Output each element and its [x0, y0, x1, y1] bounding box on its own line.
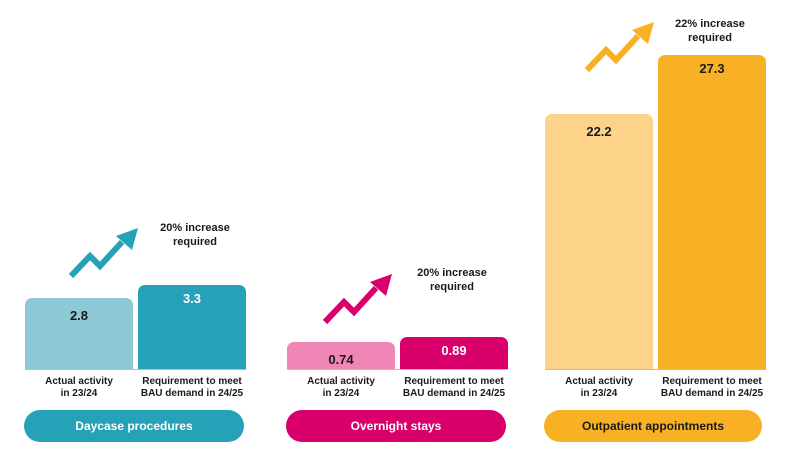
increase-annotation: 20% increase required — [417, 267, 487, 293]
bar-actual — [287, 341, 395, 369]
trend-up-arrow-icon — [584, 22, 654, 73]
bar-requirement — [658, 55, 766, 369]
baseline — [545, 369, 766, 370]
bar-requirement — [400, 336, 508, 369]
baseline — [287, 369, 508, 370]
category-label: Actual activity in 23/24 — [307, 376, 375, 399]
category-pill: Daycase procedures — [24, 410, 244, 442]
bar-requirement — [138, 285, 246, 369]
category-label: Actual activity in 23/24 — [45, 376, 113, 399]
category-label: Requirement to meet BAU demand in 24/25 — [402, 376, 506, 399]
data-label: 0.89 — [441, 342, 467, 358]
category-pill: Overnight stays — [286, 410, 506, 442]
data-label: 27.3 — [699, 61, 725, 77]
category-pill: Outpatient appointments — [544, 410, 762, 442]
baseline — [25, 369, 246, 370]
increase-annotation: 20% increase required — [160, 222, 230, 248]
data-label: 22.2 — [586, 123, 612, 139]
data-label: 0.74 — [328, 351, 354, 367]
trend-up-arrow-icon — [68, 228, 138, 279]
bar-actual — [25, 297, 133, 369]
category-label: Requirement to meet BAU demand in 24/25 — [140, 376, 244, 399]
increase-annotation: 22% increase required — [675, 18, 745, 44]
data-label: 3.3 — [182, 291, 202, 307]
bar-actual — [545, 113, 653, 369]
trend-up-arrow-icon — [322, 274, 392, 325]
category-label: Requirement to meet BAU demand in 24/25 — [660, 376, 764, 399]
category-label: Actual activity in 23/24 — [565, 376, 633, 399]
data-label: 2.8 — [69, 307, 89, 323]
